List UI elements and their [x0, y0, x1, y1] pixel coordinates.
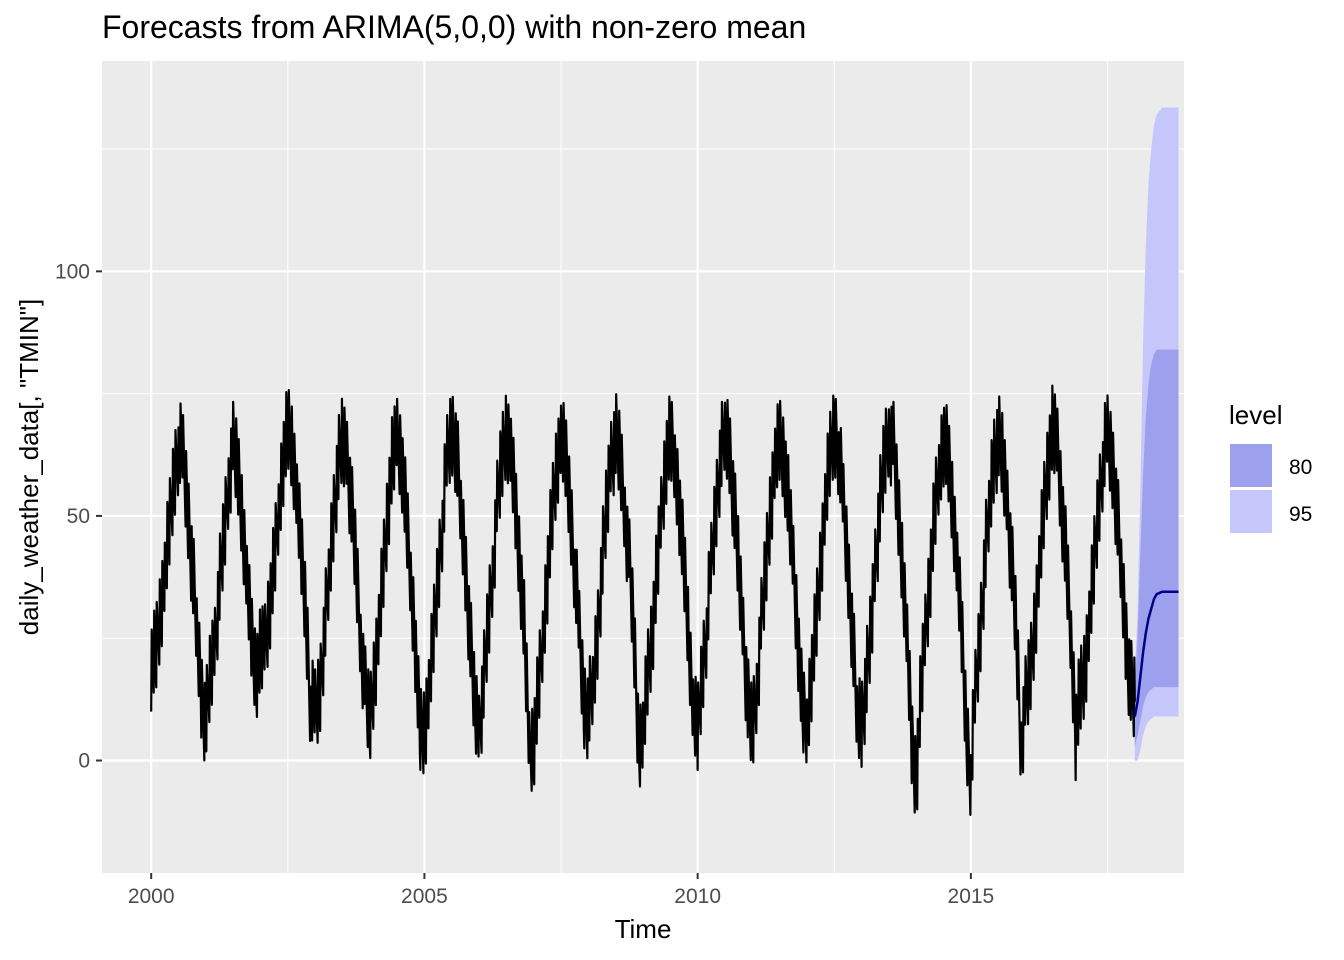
observed-series-line [150, 384, 1136, 816]
legend-label-80: 80 [1289, 456, 1312, 479]
x-tick-label: 2000 [128, 885, 175, 908]
y-tick-label: 100 [55, 260, 90, 283]
x-axis: 2000 2005 2010 2015 [128, 873, 994, 908]
x-tick-label: 2010 [674, 885, 721, 908]
x-axis-title: Time [615, 914, 672, 944]
chart-title: Forecasts from ARIMA(5,0,0) with non-zer… [102, 9, 806, 45]
x-tick-label: 2005 [401, 885, 448, 908]
forecast-intervals [1134, 107, 1179, 761]
y-axis: 0 50 100 [55, 260, 102, 772]
y-tick-label: 50 [67, 505, 90, 528]
band-80 [1134, 349, 1179, 746]
x-tick-label: 2015 [948, 885, 995, 908]
y-axis-title: daily_weather_data[, "TMIN"] [14, 299, 44, 635]
legend-key-80 [1230, 444, 1272, 487]
forecast-mean-line [1133, 590, 1179, 717]
legend: level 80 95 [1229, 400, 1312, 533]
y-tick-label: 0 [78, 749, 90, 772]
legend-key-95 [1230, 490, 1272, 533]
legend-label-95: 95 [1289, 503, 1312, 526]
series [150, 384, 1179, 816]
legend-title: level [1229, 400, 1282, 430]
